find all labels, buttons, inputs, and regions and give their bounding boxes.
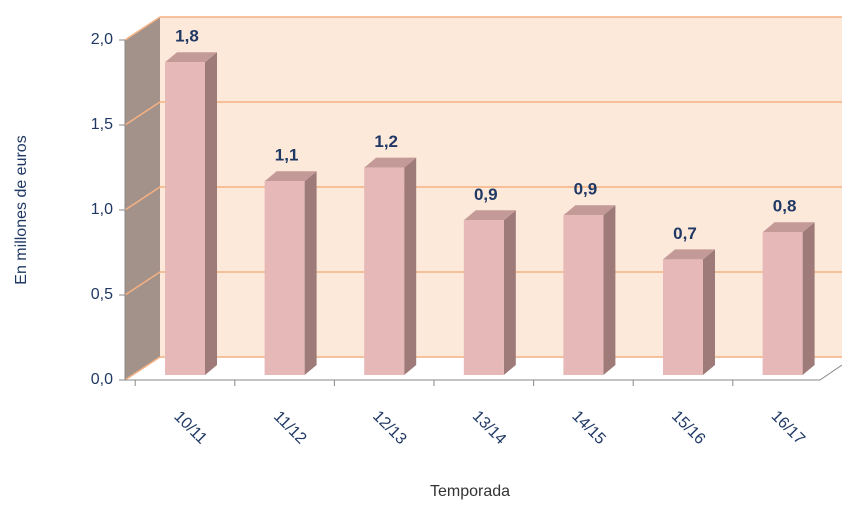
value-label: 1,1 [275, 146, 299, 165]
bar-top [264, 171, 317, 182]
value-label: 0,9 [574, 180, 598, 199]
bar-top [165, 52, 217, 63]
bar-top [364, 157, 417, 168]
bar-side [802, 222, 815, 375]
bar [165, 52, 217, 375]
x-tick-label: 16/17 [768, 408, 808, 448]
value-label: 1,8 [175, 27, 199, 46]
x-tick-label: 13/14 [469, 408, 509, 448]
bar-front [364, 167, 405, 375]
grid-line [124, 16, 842, 41]
bar-side [304, 171, 317, 375]
value-label: 0,9 [474, 185, 498, 204]
grid-line [124, 186, 842, 211]
x-tick-label: 15/16 [668, 408, 708, 448]
bar [663, 249, 715, 375]
y-tick-label: 1,5 [91, 116, 113, 133]
x-axis-title: Temporada [430, 483, 510, 500]
bar-front [264, 181, 305, 375]
y-tick-label: 1,0 [91, 201, 113, 218]
grid-line [124, 101, 842, 126]
x-tick-label: 12/13 [369, 408, 409, 448]
bar-front [762, 232, 803, 375]
x-axis [125, 364, 842, 381]
value-label: 1,2 [374, 132, 398, 151]
bar-top [463, 210, 516, 221]
y-axis-title: En millones de euros [13, 135, 30, 284]
bar-front [463, 220, 504, 375]
x-tick-label: 10/11 [170, 408, 210, 448]
bar-top [762, 222, 815, 233]
bar-side [703, 249, 715, 375]
bar [364, 157, 417, 375]
y-tick-label: 2,0 [91, 31, 113, 48]
y-tick-label: 0,0 [91, 371, 113, 388]
bar-side [503, 210, 516, 375]
value-label: 0,8 [773, 197, 797, 216]
bar-top [563, 205, 616, 216]
bar-front [563, 215, 604, 375]
value-label: 0,7 [673, 224, 697, 243]
bar-side [205, 52, 217, 375]
bar-top [663, 249, 715, 260]
y-tick-label: 0,5 [91, 286, 113, 303]
bar-side [603, 205, 616, 375]
bar [264, 171, 317, 375]
bar-side [404, 157, 417, 375]
bar-front [663, 259, 703, 375]
bar [563, 205, 616, 375]
bar [762, 222, 815, 375]
x-tick-label: 11/12 [270, 408, 310, 448]
x-tick-label: 14/15 [568, 408, 608, 448]
bar [463, 210, 516, 375]
bar-front [165, 62, 205, 375]
